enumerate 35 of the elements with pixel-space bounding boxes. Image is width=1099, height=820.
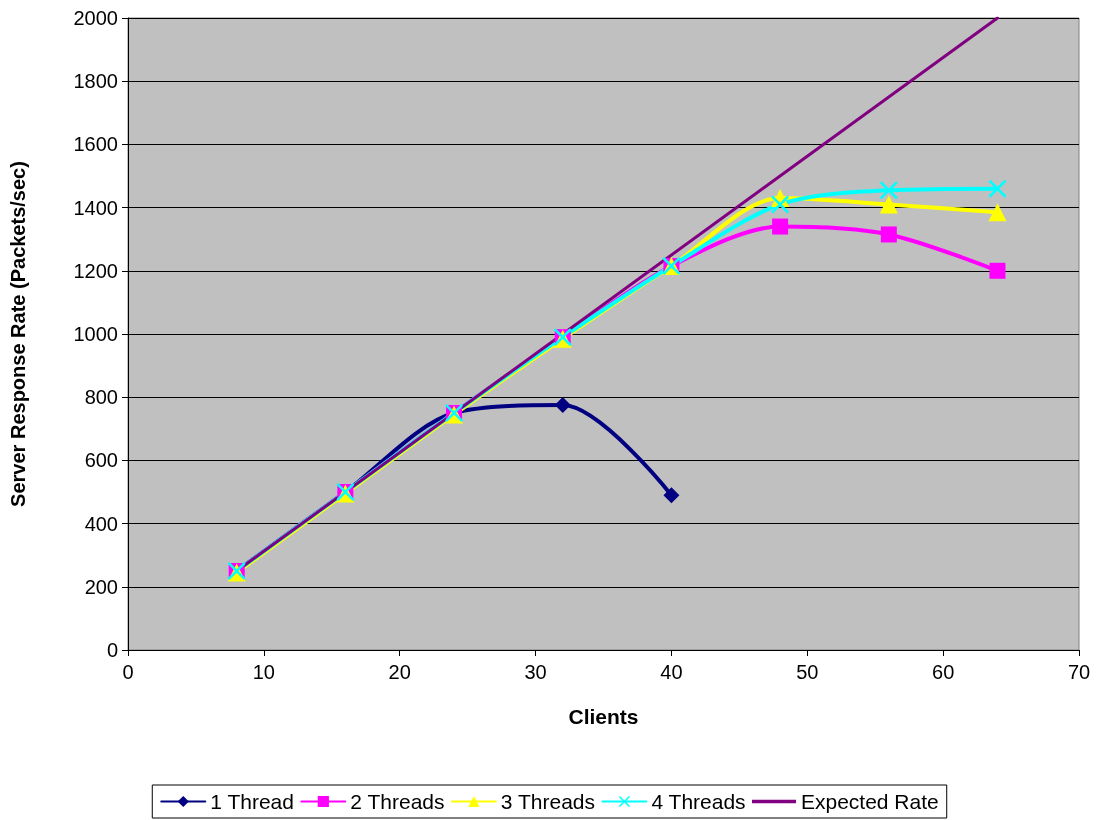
legend-label: 4 Threads: [651, 790, 746, 813]
legend-label: Expected Rate: [800, 790, 939, 813]
point: [772, 218, 789, 235]
x-axis-title: Clients: [568, 705, 639, 728]
point: [879, 195, 898, 214]
x-tick-label: 20: [388, 661, 411, 683]
legend-label: 2 Threads: [350, 790, 445, 813]
point: [771, 195, 790, 214]
y-tick-label: 1800: [73, 70, 118, 93]
y-tick-label: 2000: [73, 7, 118, 29]
x-tick-label: 40: [660, 661, 683, 683]
y-tick-label: 1400: [73, 196, 118, 219]
y-tick-label: 800: [84, 386, 118, 409]
legend-label: 3 Threads: [500, 790, 596, 813]
point: [663, 487, 680, 504]
y-tick-label: 400: [84, 512, 118, 535]
y-tick-label: 1000: [73, 323, 118, 345]
point: [879, 181, 898, 200]
point: [989, 262, 1006, 279]
x-tick-label: 50: [796, 661, 819, 683]
point: [880, 226, 897, 243]
y-axis-title: Server Response Rate (Packets/sec): [7, 161, 29, 507]
point: [988, 203, 1007, 222]
x-tick-label: 30: [524, 661, 547, 683]
x-tick-label: 60: [932, 661, 955, 683]
y-tick-label: 600: [84, 449, 118, 472]
x-tick-label: 0: [122, 661, 134, 683]
y-tick-label: 1200: [73, 259, 118, 282]
y-tick-label: 200: [84, 575, 118, 598]
y-tick-label: 1600: [73, 133, 118, 156]
y-tick-label: 0: [106, 639, 118, 661]
x-tick-label: 70: [1067, 661, 1091, 683]
x-tick-label: 10: [252, 661, 275, 683]
point: [554, 397, 571, 414]
legend-label: 1 Thread: [210, 790, 294, 813]
